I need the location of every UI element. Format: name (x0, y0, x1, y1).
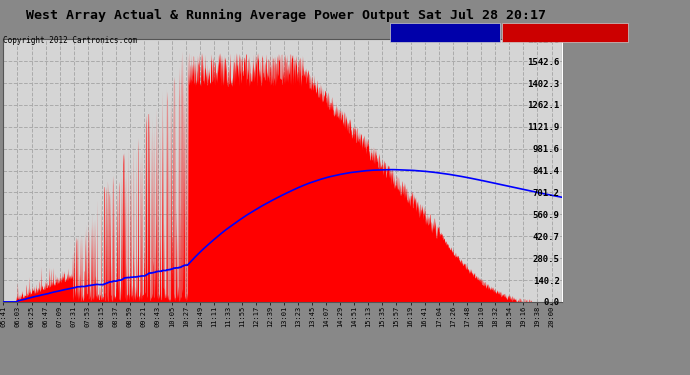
Text: Copyright 2012 Cartronics.com: Copyright 2012 Cartronics.com (3, 36, 137, 45)
Text: West Array Actual & Running Average Power Output Sat Jul 28 20:17: West Array Actual & Running Average Powe… (26, 9, 546, 22)
Text: Average  (DC Watts): Average (DC Watts) (393, 28, 488, 37)
Text: West Array  (DC Watts): West Array (DC Watts) (504, 28, 614, 37)
